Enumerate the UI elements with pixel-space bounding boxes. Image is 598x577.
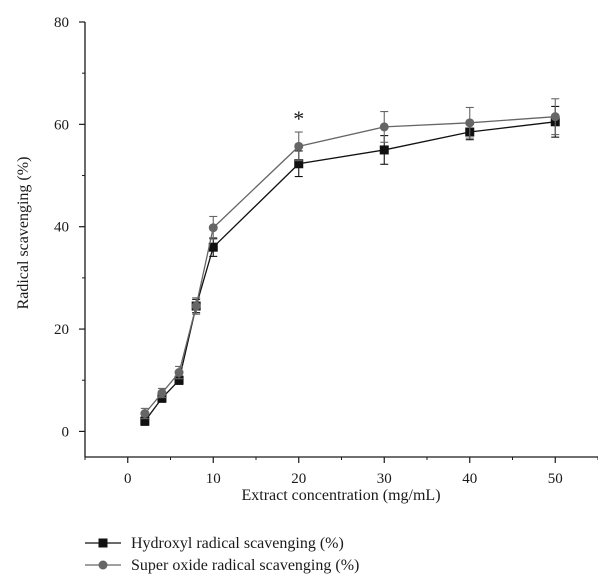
series-superoxide <box>140 98 560 420</box>
data-point <box>294 159 304 169</box>
x-axis-title: Extract concentration (mg/mL) <box>241 487 440 504</box>
x-tick-label: 0 <box>124 471 132 487</box>
data-point <box>208 223 218 233</box>
y-axis-title: Radical scavenging (%) <box>15 157 32 310</box>
data-point <box>157 388 167 398</box>
data-point <box>379 145 389 155</box>
data-point <box>140 416 150 426</box>
x-tick-label: 20 <box>291 471 306 487</box>
data-point <box>208 242 218 252</box>
legend-item: Super oxide radical scavenging (%) <box>85 557 359 574</box>
data-point <box>465 118 475 128</box>
data-point <box>379 122 389 132</box>
legend-marker <box>98 538 108 548</box>
legend-label: Super oxide radical scavenging (%) <box>131 557 359 574</box>
data-point <box>550 112 560 122</box>
annotation-layer: * <box>293 106 304 131</box>
y-tick-label: 0 <box>62 424 70 440</box>
data-point <box>174 375 184 385</box>
series-layer <box>140 98 560 426</box>
y-tick-label: 60 <box>54 117 69 133</box>
ticks: 0 20 40 60 80 0 10 20 30 40 50 <box>54 15 598 487</box>
legend: Hydroxyl radical scavenging (%) Super oxi… <box>85 535 359 574</box>
data-point <box>191 301 201 311</box>
data-point <box>140 409 150 418</box>
y-tick-label: 80 <box>54 15 69 31</box>
series-line <box>144 121 556 422</box>
series-line <box>144 116 556 414</box>
x-tick-label: 50 <box>548 471 563 487</box>
x-tick-label: 40 <box>462 471 477 487</box>
x-tick-label: 30 <box>377 471 392 487</box>
legend-marker <box>98 560 108 570</box>
data-point <box>174 368 184 378</box>
y-tick-label: 20 <box>54 322 69 338</box>
y-tick-label: 40 <box>54 220 69 236</box>
significance-marker: * <box>293 106 304 131</box>
series-hydroxyl <box>140 105 560 426</box>
legend-label: Hydroxyl radical scavenging (%) <box>131 535 344 552</box>
data-point <box>294 141 304 151</box>
legend-item: Hydroxyl radical scavenging (%) <box>85 535 344 552</box>
x-tick-label: 10 <box>206 471 221 487</box>
